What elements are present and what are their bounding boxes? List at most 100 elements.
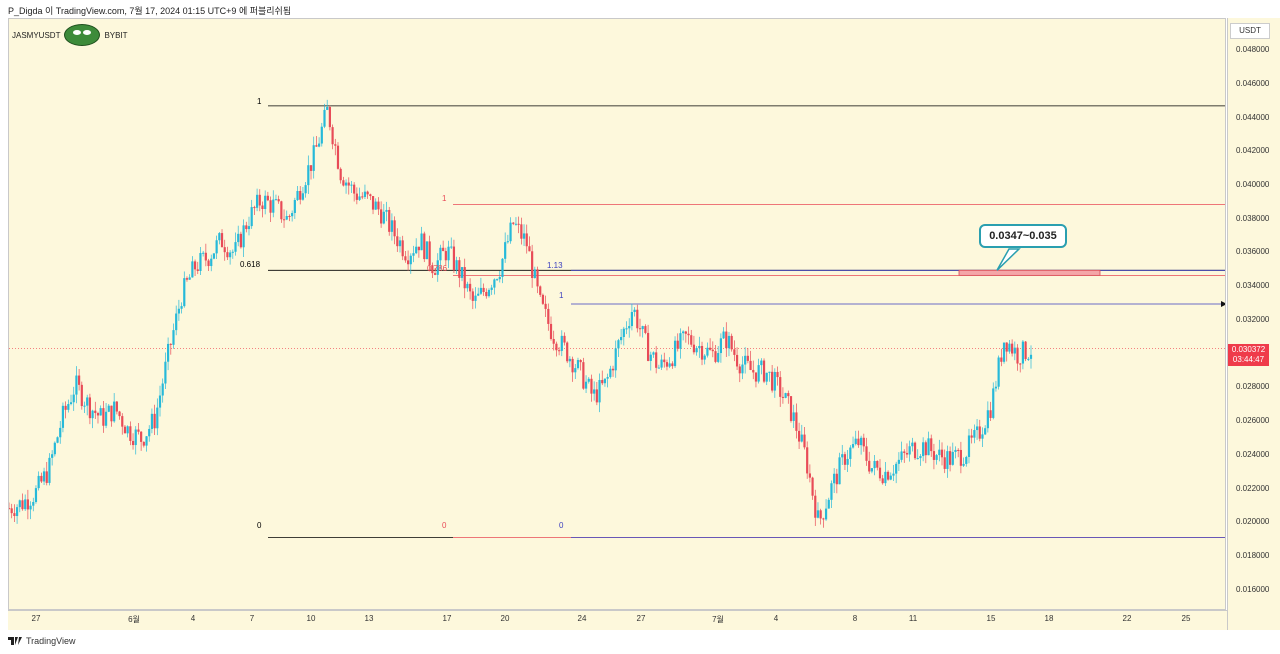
time-tick-label: 27 <box>31 614 41 623</box>
candle-body <box>881 478 884 484</box>
candle-body <box>609 368 612 378</box>
time-tick-label: 10 <box>306 614 316 623</box>
candle-body <box>358 196 361 200</box>
fib-ext-level-113: 1.13 <box>547 261 563 270</box>
candle-body <box>220 233 224 248</box>
candle-body <box>1008 343 1011 352</box>
candle-body <box>463 267 466 289</box>
currency-unit-button[interactable]: USDT <box>1230 23 1270 39</box>
candle-body <box>965 456 968 464</box>
candle-body <box>590 378 593 394</box>
candle-body <box>625 328 628 330</box>
candle-body <box>773 371 776 391</box>
price-chart[interactable] <box>9 19 1226 610</box>
candle-body <box>889 475 892 480</box>
candle-body <box>188 277 191 280</box>
candle-body <box>215 240 218 254</box>
candle-body <box>862 437 865 447</box>
candle-body <box>579 360 582 363</box>
candle-body <box>80 384 83 407</box>
candle-body <box>239 233 243 248</box>
price-axis[interactable] <box>1227 18 1280 630</box>
candle-body <box>738 366 741 374</box>
candle-body <box>10 508 13 514</box>
candle-body <box>131 440 135 446</box>
candle-body <box>582 362 585 389</box>
tradingview-logo[interactable]: TradingView <box>8 636 76 646</box>
candle-body <box>88 397 91 419</box>
time-tick-label: 4 <box>773 614 779 623</box>
candle-body <box>180 306 183 309</box>
candle-body <box>603 378 607 384</box>
candle-body <box>145 436 148 446</box>
candle-body <box>771 371 774 391</box>
candle-body <box>679 333 682 349</box>
candle-body <box>423 233 426 260</box>
candle-body <box>870 468 874 472</box>
time-axis[interactable] <box>8 610 1227 630</box>
candle-body <box>285 216 288 220</box>
candle-body <box>784 393 787 398</box>
candle-body <box>657 367 660 369</box>
candle-body <box>700 345 704 360</box>
candle-body <box>636 309 639 329</box>
candle-body <box>660 359 663 368</box>
candle-body <box>935 455 938 460</box>
candle-body <box>32 502 35 506</box>
candle-body <box>96 413 100 416</box>
candle-body <box>994 386 998 389</box>
candle-body <box>555 343 558 351</box>
candle-body <box>892 473 895 476</box>
candle-body <box>161 383 164 396</box>
candle-body <box>835 473 838 485</box>
candle-body <box>304 185 307 194</box>
candle-body <box>223 247 226 253</box>
candle-body <box>247 226 251 230</box>
candle-body <box>309 165 313 171</box>
candle-body <box>444 251 447 261</box>
candle-body <box>514 223 518 225</box>
candle-body <box>447 246 450 261</box>
chart-pane[interactable] <box>8 18 1226 610</box>
candle-body <box>26 499 29 510</box>
candle-body <box>800 434 803 442</box>
candle-body <box>191 261 194 278</box>
candle-body <box>320 126 323 144</box>
candle-body <box>655 352 658 368</box>
fib-mid-level-0786: 0.786 <box>427 264 448 273</box>
symbol-name: JASMYUSDT <box>12 30 61 40</box>
candle-body <box>827 499 830 509</box>
candle-body <box>59 427 62 438</box>
candle-body <box>919 456 922 459</box>
candle-body <box>571 358 574 373</box>
candle-body <box>455 260 458 271</box>
candle-body <box>380 209 383 224</box>
candle-body <box>37 475 40 489</box>
candle-body <box>172 330 175 345</box>
candle-body <box>779 377 782 397</box>
time-tick-label: 22 <box>1122 614 1132 623</box>
candle-body <box>1019 363 1022 365</box>
candle-body <box>75 375 78 395</box>
candle-body <box>568 358 571 362</box>
candle-body <box>986 410 989 429</box>
candle-body <box>293 200 296 214</box>
candle-body <box>334 144 337 146</box>
candle-body <box>843 454 847 465</box>
candle-body <box>528 246 531 252</box>
candle-body <box>628 326 631 329</box>
candle-body <box>808 473 811 478</box>
exchange-name: BYBIT <box>104 30 128 40</box>
candle-body <box>922 442 925 457</box>
candle-body <box>253 207 256 209</box>
current-price-tag: 0.030372 03:44:47 <box>1228 344 1269 366</box>
candle-body <box>665 362 669 367</box>
candle-body <box>984 428 987 435</box>
candle-body <box>905 452 909 455</box>
price-tick-label: 0.028000 <box>1236 382 1270 392</box>
level-arrow-marker <box>1221 301 1225 308</box>
candle-body <box>415 246 418 254</box>
candle-body <box>388 209 391 232</box>
candle-body <box>903 451 906 453</box>
candle-body <box>690 335 693 345</box>
